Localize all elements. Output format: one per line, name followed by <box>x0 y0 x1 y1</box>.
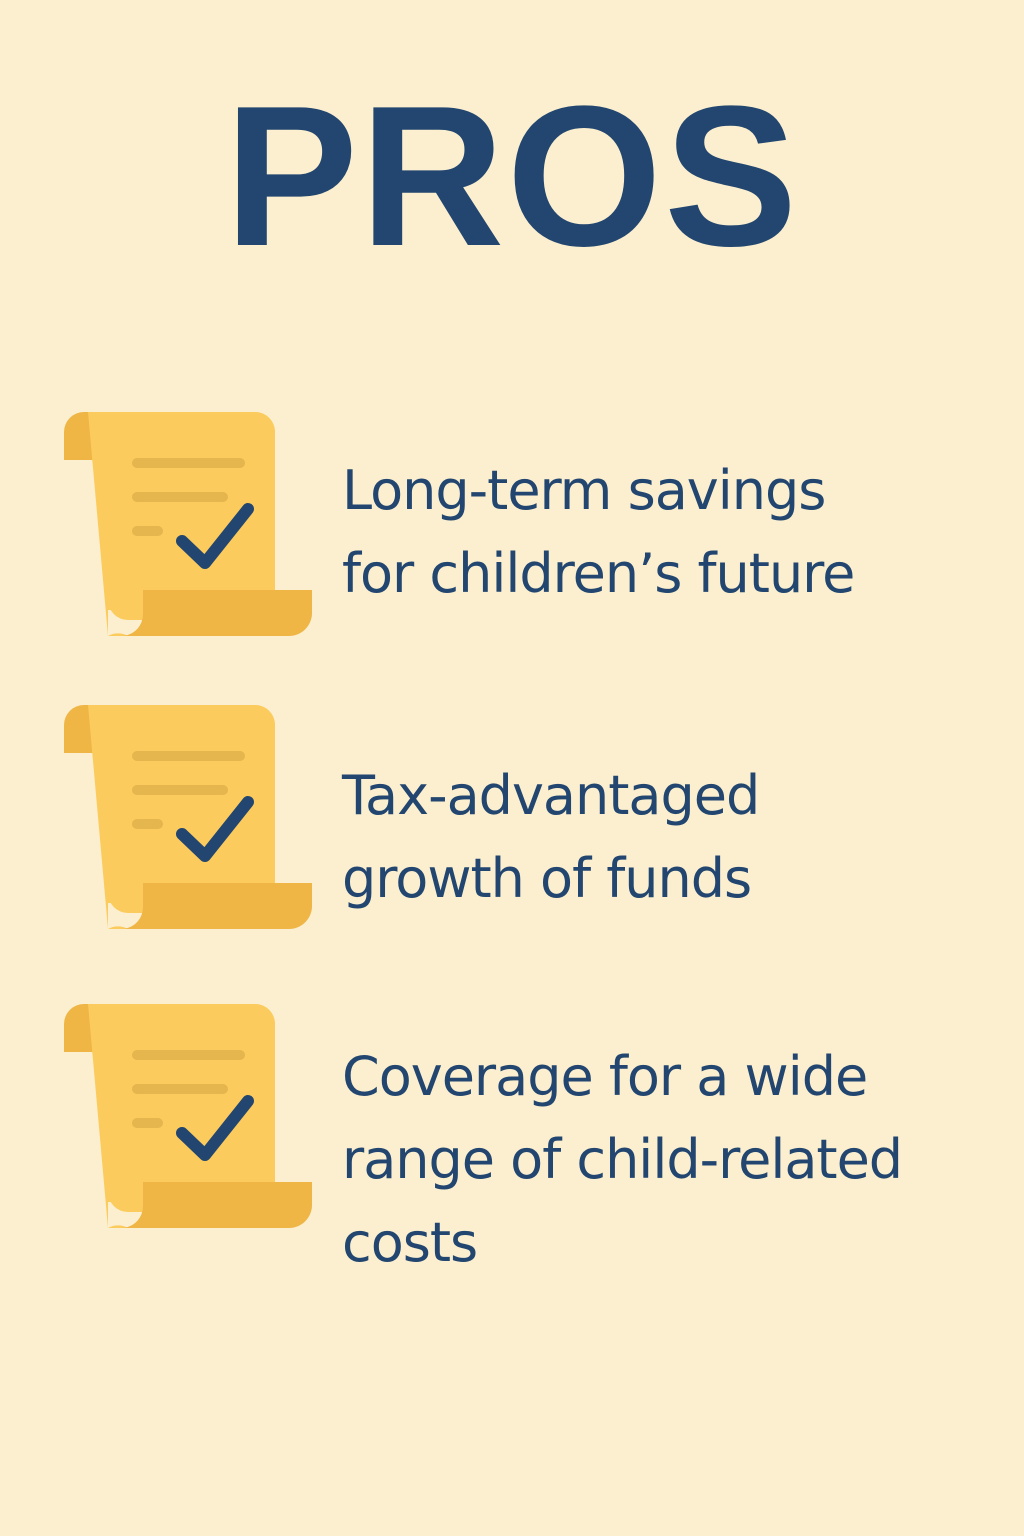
pro-text-line: range of child-related <box>342 1128 903 1191</box>
pro-text: Tax-advantaged growth of funds <box>342 754 1002 920</box>
pro-text: Coverage for a wide range of child-relat… <box>342 1035 1002 1284</box>
scroll-checkmark-icon <box>60 405 320 645</box>
pro-text: Long-term savings for children’s future <box>342 449 1002 615</box>
pro-text-line: for children’s future <box>342 542 855 605</box>
pro-text-line: Long-term savings <box>342 459 826 522</box>
scroll-checkmark-icon <box>60 997 320 1237</box>
pro-text-line: Coverage for a wide <box>342 1045 868 1108</box>
page-title: PROS <box>224 65 800 288</box>
pro-text-line: Tax-advantaged <box>342 764 760 827</box>
scroll-checkmark-icon <box>60 698 320 938</box>
pro-text-line: growth of funds <box>342 847 752 910</box>
pro-text-line: costs <box>342 1211 478 1274</box>
